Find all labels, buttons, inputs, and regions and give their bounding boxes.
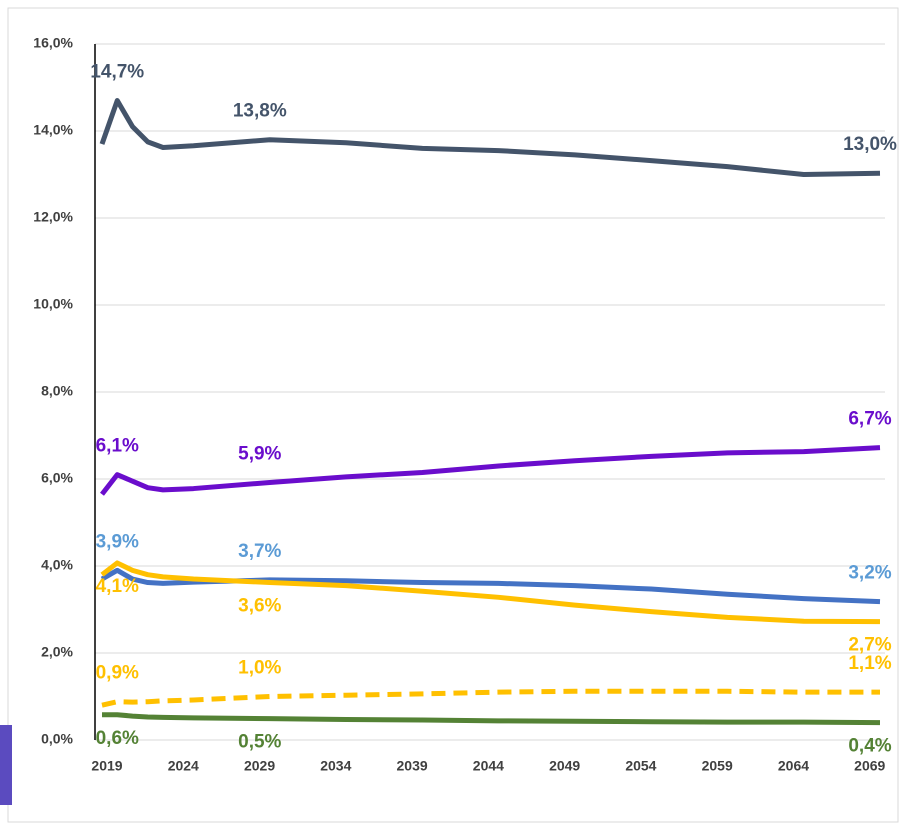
x-tick-label: 2054 (625, 758, 656, 774)
series-line (100, 445, 881, 496)
y-tick-label: 12,0% (33, 209, 73, 225)
data-label: 0,9% (96, 663, 139, 684)
y-tick-label: 8,0% (41, 383, 73, 399)
series-line (100, 560, 881, 625)
data-label: 1,0% (238, 658, 281, 679)
data-label: 0,6% (96, 728, 139, 749)
x-tick-label: 2064 (778, 758, 809, 774)
data-label: 3,9% (96, 531, 139, 552)
data-label: 13,8% (233, 101, 287, 122)
side-decoration (0, 725, 12, 805)
data-label: 1,1% (848, 653, 891, 674)
x-tick-label: 2029 (244, 758, 275, 774)
x-tick-label: 2044 (473, 758, 504, 774)
data-label: 6,7% (848, 409, 891, 430)
data-label: 0,4% (848, 736, 891, 757)
y-tick-label: 2,0% (41, 644, 73, 660)
x-tick-label: 2049 (549, 758, 580, 774)
chart-border (7, 7, 899, 823)
data-label: 14,7% (90, 62, 144, 83)
data-label: 5,9% (238, 443, 281, 464)
data-label: 4,1% (96, 576, 139, 597)
data-label: 3,6% (238, 596, 281, 617)
data-label: 0,5% (238, 732, 281, 753)
x-tick-label: 2019 (91, 758, 122, 774)
data-label: 13,0% (843, 134, 897, 155)
y-tick-label: 10,0% (33, 296, 73, 312)
data-label: 3,7% (238, 541, 281, 562)
x-tick-label: 2059 (702, 758, 733, 774)
series-line (101, 688, 880, 708)
x-tick-label: 2039 (397, 758, 428, 774)
y-tick-label: 0,0% (41, 731, 73, 747)
data-label: 2,7% (848, 635, 891, 656)
series-line (102, 712, 881, 726)
x-tick-label: 2069 (854, 758, 885, 774)
y-tick-label: 16,0% (33, 35, 73, 51)
y-tick-label: 4,0% (41, 557, 73, 573)
x-tick-label: 2034 (320, 758, 351, 774)
data-label: 3,2% (848, 563, 891, 584)
series-line (100, 567, 881, 605)
series-line (99, 98, 881, 177)
y-tick-label: 14,0% (33, 122, 73, 138)
data-label: 6,1% (96, 436, 139, 457)
y-tick-label: 6,0% (41, 470, 73, 486)
x-tick-label: 2024 (168, 758, 199, 774)
